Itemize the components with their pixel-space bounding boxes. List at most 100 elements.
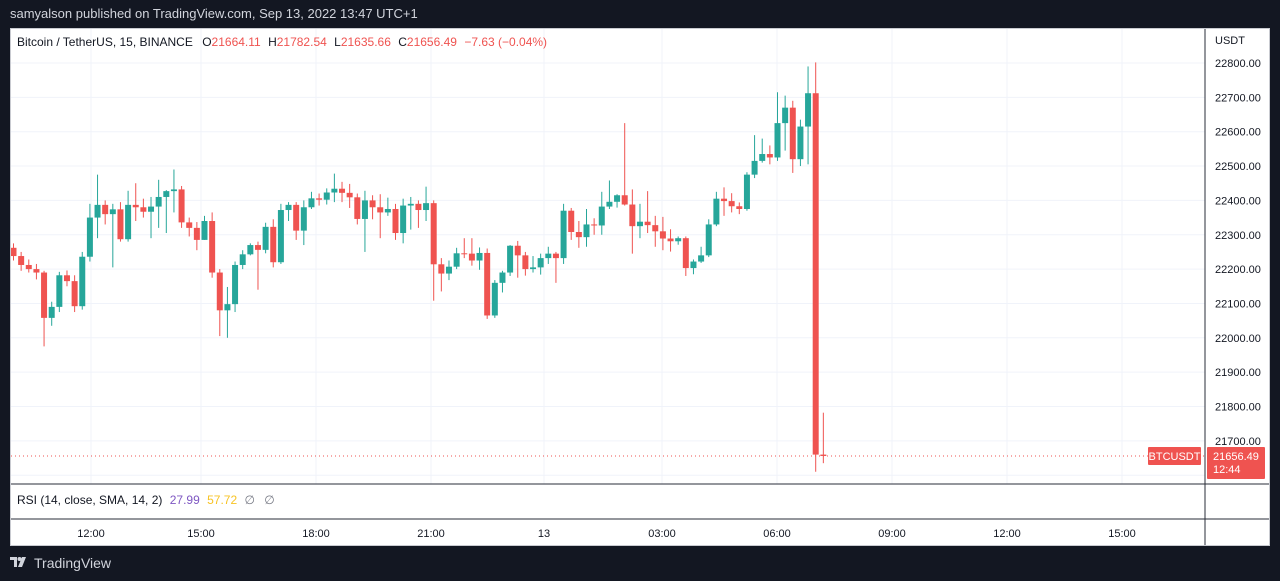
candle-body[interactable] — [377, 207, 384, 213]
candle-body[interactable] — [430, 203, 437, 265]
chart-svg[interactable]: USDT 22800.00 22700.00 22600.00 22500.00 2240… — [11, 29, 1269, 545]
candle-body[interactable] — [537, 258, 544, 268]
candle-body[interactable] — [667, 238, 674, 242]
candle-body[interactable] — [186, 222, 193, 228]
candle-body[interactable] — [224, 304, 231, 311]
candle-body[interactable] — [552, 253, 559, 259]
candle-body[interactable] — [705, 224, 712, 256]
candle-body[interactable] — [736, 206, 743, 209]
candle-body[interactable] — [331, 188, 338, 193]
candle-body[interactable] — [675, 238, 682, 242]
candle-body[interactable] — [484, 252, 491, 316]
candle-body[interactable] — [354, 197, 361, 219]
candle-body[interactable] — [476, 252, 483, 261]
candle-body[interactable] — [682, 238, 689, 269]
candle-body[interactable] — [499, 272, 506, 283]
candle-body[interactable] — [514, 245, 521, 256]
candle-body[interactable] — [530, 267, 537, 270]
candle-body[interactable] — [797, 126, 804, 160]
candle-body[interactable] — [308, 198, 315, 208]
candle-body[interactable] — [41, 272, 48, 318]
candle-body[interactable] — [415, 203, 422, 211]
candle-body[interactable] — [254, 245, 261, 250]
candle-body[interactable] — [614, 195, 621, 202]
candle-body[interactable] — [491, 282, 498, 316]
candle-body[interactable] — [423, 203, 430, 211]
candle-body[interactable] — [384, 208, 391, 213]
candle-body[interactable] — [713, 198, 720, 225]
candle-body[interactable] — [789, 107, 796, 160]
candle-body[interactable] — [216, 272, 223, 311]
candle-body[interactable] — [86, 217, 93, 257]
candle-body[interactable] — [209, 221, 216, 273]
candle-body[interactable] — [277, 210, 284, 263]
candle-body[interactable] — [690, 261, 697, 269]
candle-body[interactable] — [18, 256, 25, 265]
candle-body[interactable] — [316, 198, 323, 200]
candle-body[interactable] — [201, 221, 208, 240]
candle-body[interactable] — [636, 221, 643, 227]
candle-body[interactable] — [170, 189, 177, 192]
candle-body[interactable] — [48, 306, 55, 318]
candle-body[interactable] — [239, 254, 246, 265]
candle-body[interactable] — [262, 226, 269, 250]
candle-body[interactable] — [774, 123, 781, 158]
candle-body[interactable] — [71, 281, 78, 307]
candle-body[interactable] — [743, 174, 750, 209]
candle-body[interactable] — [621, 195, 628, 205]
candle-body[interactable] — [132, 204, 139, 208]
candle-body[interactable] — [820, 454, 827, 456]
candle-body[interactable] — [507, 245, 514, 273]
candle-body[interactable] — [591, 224, 598, 226]
candle-body[interactable] — [644, 221, 651, 226]
candle-body[interactable] — [323, 192, 330, 200]
candle-body[interactable] — [117, 209, 124, 240]
candle-body[interactable] — [698, 255, 705, 262]
rsi-label[interactable]: RSI (14, close, SMA, 14, 2) — [17, 493, 163, 507]
candle-body[interactable] — [728, 201, 735, 207]
candle-body[interactable] — [575, 232, 582, 238]
candle-body[interactable] — [148, 206, 155, 212]
candle-body[interactable] — [400, 205, 407, 234]
candle-body[interactable] — [659, 231, 666, 239]
candle-body[interactable] — [369, 200, 376, 208]
candle-body[interactable] — [568, 210, 575, 233]
candle-body[interactable] — [94, 204, 101, 218]
candle-body[interactable] — [468, 253, 475, 261]
candle-body[interactable] — [247, 245, 254, 255]
candle-body[interactable] — [193, 227, 200, 240]
candle-body[interactable] — [285, 204, 292, 211]
candle-body[interactable] — [522, 255, 529, 270]
candle-body[interactable] — [407, 203, 414, 206]
candle-body[interactable] — [63, 275, 70, 282]
candle-body[interactable] — [629, 204, 636, 227]
candle-body[interactable] — [300, 207, 307, 231]
candle-body[interactable] — [56, 275, 63, 307]
candle-body[interactable] — [438, 264, 445, 274]
candle-body[interactable] — [583, 224, 590, 238]
candle-body[interactable] — [293, 204, 300, 231]
candle-body[interactable] — [109, 209, 116, 215]
candle-body[interactable] — [545, 253, 552, 259]
candle-body[interactable] — [721, 198, 728, 202]
candle-body[interactable] — [461, 253, 468, 255]
candle-body[interactable] — [140, 207, 147, 212]
candle-body[interactable] — [598, 206, 605, 226]
candle-body[interactable] — [163, 191, 170, 197]
candle-body[interactable] — [805, 93, 812, 127]
candle-body[interactable] — [766, 154, 773, 158]
candle-body[interactable] — [812, 93, 819, 455]
candle-body[interactable] — [361, 200, 368, 219]
candle-body[interactable] — [25, 264, 32, 270]
candle-body[interactable] — [751, 160, 758, 175]
candle-body[interactable] — [445, 266, 452, 274]
candle-body[interactable] — [339, 188, 346, 193]
candle-body[interactable] — [79, 256, 86, 307]
candle-body[interactable] — [155, 196, 162, 207]
candle-body[interactable] — [11, 247, 17, 257]
candle-body[interactable] — [560, 210, 567, 259]
candle-body[interactable] — [652, 225, 659, 232]
candle-body[interactable] — [102, 204, 109, 215]
candle-body[interactable] — [606, 201, 613, 207]
candle-body[interactable] — [346, 192, 353, 198]
